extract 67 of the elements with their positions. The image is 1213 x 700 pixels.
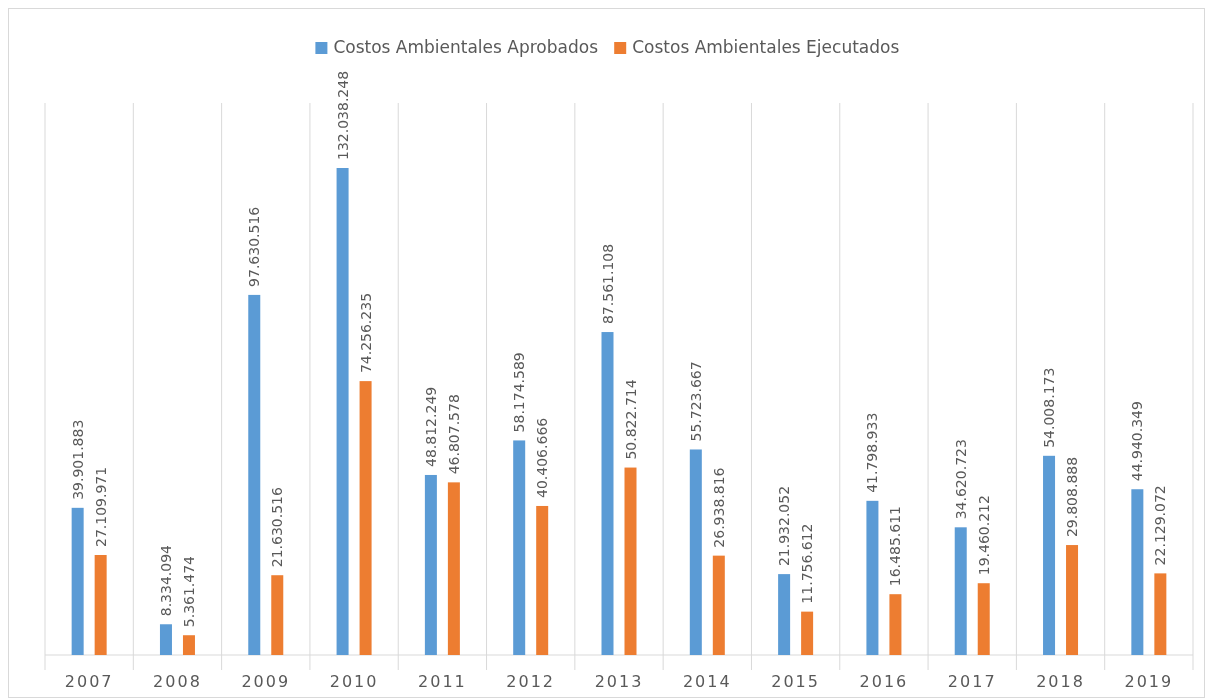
- x-tick-label: 2019: [1124, 672, 1174, 691]
- x-tick-label: 2010: [329, 672, 379, 691]
- x-tick-label: 2007: [64, 672, 114, 691]
- data-label: 87.561.108: [599, 243, 616, 325]
- bar: [866, 500, 879, 655]
- data-label: 46.807.578: [445, 394, 462, 475]
- bar: [447, 482, 460, 655]
- data-label: 11.756.612: [799, 523, 816, 604]
- data-label: 41.798.933: [864, 412, 881, 493]
- x-tick-label: 2014: [682, 672, 732, 691]
- x-tick-label: 2011: [418, 672, 467, 691]
- bar: [778, 574, 791, 655]
- bar: [359, 381, 372, 655]
- x-tick-label: 2008: [153, 672, 202, 691]
- data-label: 50.822.714: [622, 379, 639, 460]
- legend-label: Costos Ambientales Aprobados: [333, 37, 599, 57]
- x-tick-label: 2015: [771, 672, 820, 691]
- bar: [1043, 455, 1056, 655]
- data-label: 58.174.589: [511, 352, 528, 433]
- bar: [336, 168, 349, 655]
- data-label: 55.723.667: [687, 361, 704, 442]
- bar: [159, 624, 172, 655]
- x-tick-label: 2016: [859, 672, 909, 691]
- data-label: 5.361.474: [180, 555, 197, 628]
- x-tick-label: 2018: [1036, 672, 1085, 691]
- data-label: 21.932.052: [776, 485, 793, 567]
- data-label: 21.630.516: [269, 486, 286, 568]
- bar: [71, 507, 84, 655]
- legend-label: Costos Ambientales Ejecutados: [632, 37, 900, 57]
- data-label: 39.901.883: [69, 419, 86, 500]
- data-label: 22.129.072: [1152, 485, 1169, 566]
- bar: [712, 555, 725, 655]
- x-tick-label: 2013: [594, 672, 644, 691]
- x-tick-label: 2009: [241, 672, 291, 691]
- bar: [182, 635, 195, 655]
- bar: [977, 583, 990, 655]
- data-label: 16.485.611: [887, 506, 904, 587]
- bar: [601, 332, 614, 655]
- data-label: 26.938.816: [710, 467, 727, 548]
- bar: [801, 611, 814, 655]
- bar: [94, 555, 107, 655]
- bar: [689, 449, 702, 655]
- bar: [1154, 573, 1167, 655]
- bar: [271, 575, 284, 655]
- bar: [624, 467, 637, 655]
- data-label: 34.620.723: [952, 439, 969, 520]
- data-label: 29.808.888: [1064, 456, 1081, 538]
- bar: [513, 440, 526, 655]
- data-label: 48.812.249: [422, 386, 439, 467]
- data-label: 97.630.516: [246, 206, 263, 287]
- x-tick-label: 2012: [506, 672, 556, 691]
- x-tick-label: 2017: [947, 672, 997, 691]
- data-label: 44.940.349: [1129, 401, 1146, 482]
- data-label: 27.109.971: [92, 466, 109, 548]
- data-label: 19.460.212: [975, 495, 992, 576]
- bar: [889, 594, 902, 655]
- data-label: 40.406.666: [534, 417, 551, 498]
- bar: [536, 505, 549, 655]
- bar: [424, 474, 437, 655]
- data-label: 54.008.173: [1041, 367, 1058, 448]
- data-label: 8.334.094: [157, 544, 174, 617]
- bar: [1131, 489, 1144, 655]
- data-label: 132.038.248: [334, 70, 351, 160]
- bar: [1066, 545, 1079, 655]
- data-label: 74.256.235: [357, 292, 374, 374]
- bar: [248, 294, 261, 655]
- bar: [954, 527, 967, 655]
